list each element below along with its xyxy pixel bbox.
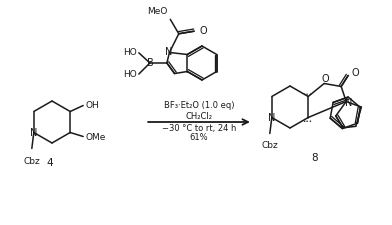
Text: •••: ••• (302, 92, 312, 97)
Text: O: O (351, 68, 359, 78)
Text: 4: 4 (47, 157, 53, 167)
Text: MeO: MeO (147, 7, 167, 16)
Text: HO: HO (123, 69, 137, 78)
Text: 8: 8 (312, 152, 318, 162)
Text: B: B (147, 58, 153, 68)
Text: HO: HO (123, 48, 137, 57)
Text: OMe: OMe (85, 132, 105, 141)
Text: •••: ••• (302, 119, 312, 124)
Text: 61%: 61% (190, 133, 208, 142)
Text: BF₃·Et₂O (1.0 eq): BF₃·Et₂O (1.0 eq) (164, 101, 234, 110)
Text: N: N (165, 47, 172, 57)
Text: CH₂Cl₂: CH₂Cl₂ (185, 112, 212, 121)
Text: Cbz: Cbz (24, 156, 40, 165)
Text: N: N (30, 128, 38, 138)
Text: N: N (268, 113, 276, 123)
Text: O: O (199, 26, 207, 36)
Text: Cbz: Cbz (261, 141, 278, 150)
Text: N: N (345, 98, 353, 108)
Text: OH: OH (85, 101, 99, 110)
Text: −30 °C to rt, 24 h: −30 °C to rt, 24 h (162, 123, 236, 132)
Text: O: O (321, 74, 329, 84)
